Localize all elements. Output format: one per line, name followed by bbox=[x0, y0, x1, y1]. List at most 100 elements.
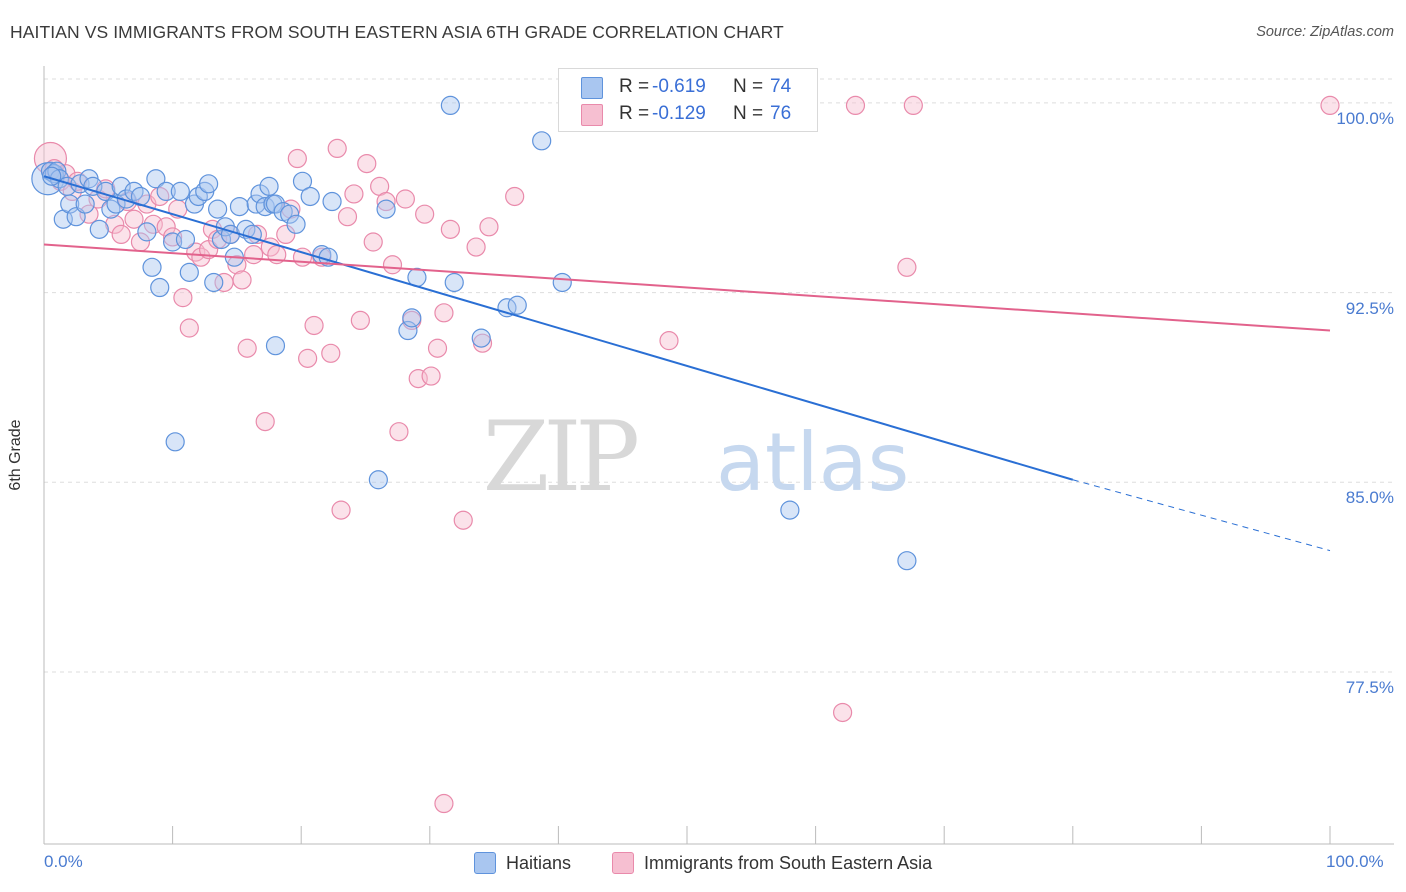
data-point bbox=[146, 169, 166, 189]
data-point bbox=[124, 181, 144, 202]
data-point bbox=[211, 229, 232, 250]
series-immigrants-points bbox=[33, 95, 1340, 814]
data-point bbox=[322, 191, 342, 212]
legend-r-label: R = bbox=[619, 103, 650, 124]
watermark-atlas: atlas bbox=[716, 416, 909, 509]
data-point bbox=[156, 181, 176, 202]
data-point bbox=[287, 148, 307, 169]
data-point bbox=[150, 277, 170, 298]
data-point bbox=[179, 262, 199, 282]
series-haitians-points bbox=[31, 95, 917, 571]
data-point bbox=[780, 500, 800, 520]
y-tick-label: 100.0% bbox=[1336, 108, 1394, 128]
data-point bbox=[368, 470, 388, 490]
data-point bbox=[321, 343, 341, 363]
data-point bbox=[111, 224, 131, 245]
data-point bbox=[1320, 95, 1340, 116]
data-point bbox=[276, 224, 296, 245]
data-point bbox=[350, 310, 370, 331]
data-point bbox=[179, 318, 199, 338]
data-point bbox=[415, 204, 435, 224]
data-point bbox=[395, 189, 415, 209]
x-tick-max: 100.0% bbox=[1326, 852, 1384, 871]
data-point bbox=[479, 217, 499, 237]
data-point bbox=[188, 186, 208, 207]
legend-n-label: N = bbox=[733, 76, 764, 97]
bottom-legend-immigrants: Immigrants from South Eastern Asia bbox=[612, 852, 932, 874]
data-point bbox=[845, 95, 866, 116]
data-point bbox=[242, 224, 262, 245]
data-point bbox=[357, 153, 377, 174]
bottom-legend-swatch-blue bbox=[474, 852, 496, 874]
data-point bbox=[903, 95, 923, 116]
data-point bbox=[137, 222, 157, 242]
data-point bbox=[124, 209, 144, 229]
trend-line-immigrants bbox=[43, 243, 1331, 332]
bottom-legend-label: Immigrants from South Eastern Asia bbox=[644, 852, 933, 873]
data-point bbox=[227, 255, 247, 275]
correlation-legend: R = -0.619 N = 74 R = -0.129 N = 76 bbox=[558, 68, 818, 132]
trend-line-haitians-extension bbox=[1072, 479, 1331, 552]
data-point bbox=[165, 432, 185, 452]
data-point bbox=[382, 255, 403, 275]
data-point bbox=[552, 272, 572, 293]
data-point bbox=[286, 214, 306, 234]
data-point bbox=[60, 194, 80, 214]
data-point bbox=[440, 95, 460, 116]
data-point bbox=[208, 199, 228, 219]
data-point bbox=[237, 338, 257, 358]
data-point bbox=[398, 320, 418, 341]
data-point bbox=[191, 247, 211, 267]
trend-line-haitians bbox=[43, 175, 1074, 481]
data-point bbox=[331, 500, 351, 520]
data-point bbox=[265, 194, 286, 214]
data-point bbox=[507, 295, 527, 315]
axes bbox=[43, 66, 1394, 845]
data-point bbox=[402, 308, 422, 328]
data-point bbox=[300, 186, 320, 207]
data-point bbox=[659, 331, 679, 351]
watermark: ZIP atlas bbox=[483, 401, 910, 513]
data-point bbox=[440, 219, 460, 239]
data-point bbox=[453, 510, 473, 530]
data-point bbox=[304, 315, 324, 336]
data-point bbox=[532, 131, 552, 151]
x-tick-min: 0.0% bbox=[44, 852, 83, 871]
data-point bbox=[376, 199, 396, 219]
data-point bbox=[376, 191, 396, 212]
y-tick-label: 92.5% bbox=[1345, 298, 1394, 318]
data-point bbox=[434, 793, 454, 814]
data-point bbox=[337, 207, 358, 227]
data-point bbox=[897, 257, 917, 277]
data-point bbox=[427, 338, 448, 358]
data-point bbox=[897, 551, 917, 571]
legend-r-label: R = bbox=[619, 76, 650, 97]
legend-n-value: 76 bbox=[770, 103, 792, 124]
data-point bbox=[232, 270, 252, 290]
data-point bbox=[75, 194, 95, 214]
data-point bbox=[344, 184, 364, 204]
watermark-zip: ZIP bbox=[483, 401, 638, 513]
data-point bbox=[434, 303, 454, 323]
y-tick-label: 85.0% bbox=[1345, 488, 1394, 508]
data-point bbox=[173, 288, 193, 308]
data-point bbox=[444, 272, 464, 293]
legend-swatch-blue bbox=[581, 77, 603, 99]
data-point bbox=[505, 186, 525, 207]
data-point bbox=[421, 366, 441, 386]
data-point bbox=[170, 181, 190, 202]
data-point bbox=[204, 272, 224, 293]
legend-n-label: N = bbox=[733, 103, 764, 124]
data-point bbox=[292, 171, 313, 191]
source-label: Source: ZipAtlas.com bbox=[1256, 24, 1394, 40]
data-point bbox=[466, 237, 486, 257]
data-point bbox=[89, 219, 109, 239]
data-point bbox=[229, 196, 250, 217]
data-point bbox=[255, 411, 275, 432]
data-point bbox=[265, 336, 286, 356]
data-point bbox=[298, 348, 318, 368]
data-point bbox=[471, 328, 491, 348]
legend-r-value: -0.129 bbox=[652, 103, 706, 124]
legend-r-value: -0.619 bbox=[652, 76, 706, 97]
